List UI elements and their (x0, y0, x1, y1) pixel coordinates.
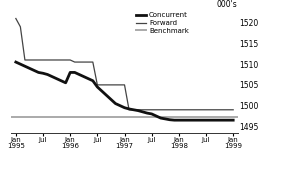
Text: 000's: 000's (217, 0, 238, 9)
Legend: Concurrent, Forward, Benchmark: Concurrent, Forward, Benchmark (136, 12, 189, 34)
